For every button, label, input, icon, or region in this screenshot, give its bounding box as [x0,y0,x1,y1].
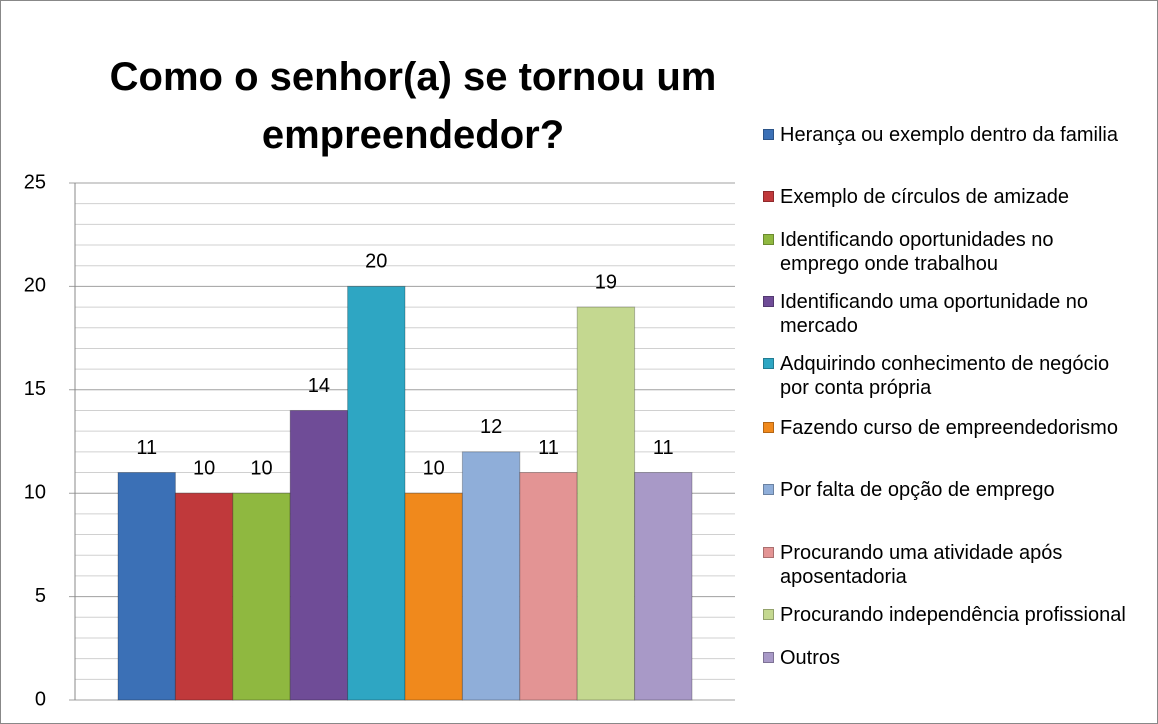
legend-swatch [763,234,774,245]
data-label: 10 [423,457,445,479]
y-tick-label: 10 [24,481,46,503]
legend-swatch [763,547,774,558]
y-tick-label: 15 [24,378,46,400]
bar [519,472,578,701]
legend-label: Identificando oportunidades no emprego o… [780,229,1054,275]
legend-entry: Por falta de opção de emprego [763,478,1133,502]
legend-swatch [763,422,774,433]
data-label: 20 [365,251,387,273]
legend-label: Exemplo de círculos de amizade [780,186,1070,208]
legend-entry: Herança ou exemplo dentro da familia [763,123,1133,147]
bar [576,306,636,701]
legend-swatch [763,296,774,307]
bar [174,492,234,701]
legend-entry: Procurando independência profissional [763,603,1133,627]
bar [347,285,406,701]
y-tick-label: 20 [24,275,46,297]
legend-swatch [763,609,774,620]
legend-swatch [763,484,774,495]
legend-label: Fazendo curso de empreendedorismo [780,417,1118,439]
legend-entry: Identificando uma oportunidade no mercad… [763,290,1133,338]
legend-entry: Identificando oportunidades no emprego o… [763,228,1133,276]
bar [289,409,349,701]
data-label: 10 [250,457,272,479]
y-tick-label: 5 [35,585,46,607]
data-label: 10 [193,457,215,479]
chart-title: Como o senhor(a) se tornou um empreended… [109,55,717,157]
data-label: 11 [653,437,674,459]
legend-label: Procurando independência profissional [780,604,1126,626]
legend-swatch [763,652,774,663]
legend-label: Herança ou exemplo dentro da familia [780,124,1118,146]
legend-label: Por falta de opção de emprego [780,479,1055,501]
bar [634,472,693,701]
y-tick-label: 0 [35,688,46,710]
data-label: 14 [308,375,330,397]
bar [232,492,291,701]
legend-entry: Exemplo de círculos de amizade [763,185,1133,209]
legend-swatch [763,358,774,369]
data-label: 19 [595,271,617,293]
bar [404,492,463,701]
data-label: 12 [480,416,502,438]
legend-label: Outros [780,647,841,669]
legend-label: Adquirindo conhecimento de negócio por c… [780,353,1110,399]
data-label: 11 [538,437,559,459]
legend-entry: Outros [763,646,1133,670]
legend-swatch [763,129,774,140]
y-tick-label: 25 [24,171,46,193]
legend-entry: Fazendo curso de empreendedorismo [763,416,1133,440]
data-label: 11 [136,437,157,459]
legend-label: Identificando uma oportunidade no mercad… [780,291,1089,337]
legend-entry: Procurando uma atividade após aposentado… [763,541,1133,589]
legend-label: Procurando uma atividade após aposentado… [780,542,1063,588]
legend-swatch [763,191,774,202]
bar [117,472,176,701]
bar [461,451,521,701]
legend-entry: Adquirindo conhecimento de negócio por c… [763,352,1133,400]
